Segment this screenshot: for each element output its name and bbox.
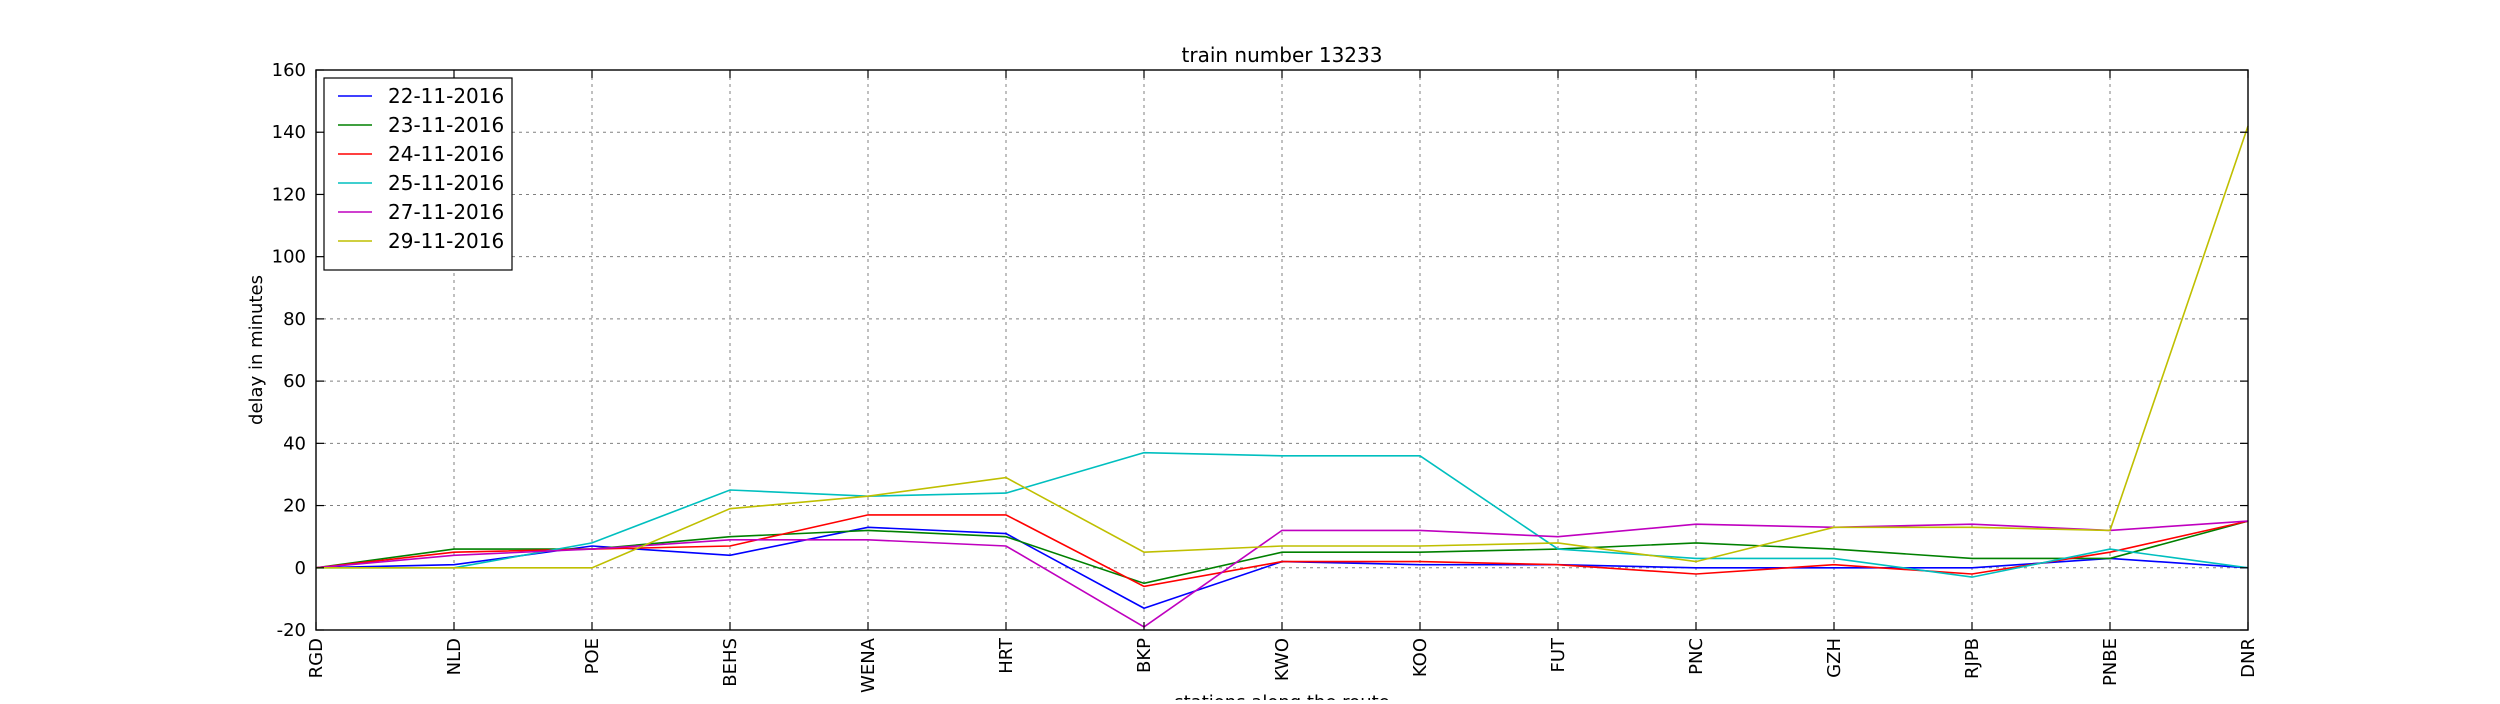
y-tick-label: 60 <box>283 371 306 392</box>
legend: 22-11-2016 23-11-2016 24-11-2016 25-11-2016… <box>323 77 513 271</box>
axis-ticks <box>315 69 2249 631</box>
y-tick-label: 100 <box>272 247 306 268</box>
y-tick-label: 40 <box>283 433 306 454</box>
series-line-23-11-2016 <box>315 520 2249 585</box>
series-line-25-11-2016 <box>316 451 2249 578</box>
x-tick-label: KOO <box>1410 638 1431 677</box>
x-tick-label: FUT <box>1548 637 1569 673</box>
x-tick-label: BKP <box>1134 638 1155 673</box>
y-tick-labels: -20 0 20 40 60 80 100 120 140 160 <box>272 60 306 641</box>
x-tick-label: HRT <box>996 637 1017 674</box>
x-tick-label: POE <box>582 638 603 674</box>
x-tick-label: KWO <box>1272 638 1293 681</box>
y-tick-label: 120 <box>272 184 306 205</box>
legend-entry-label: 23-11-2016 <box>388 113 504 137</box>
y-tick-label: 20 <box>283 496 306 517</box>
legend-entry-label: 25-11-2016 <box>388 171 504 195</box>
chart-title: train number 13233 <box>1182 43 1383 67</box>
x-tick-label: RJPB <box>1962 638 1983 679</box>
x-tick-label: WENA <box>858 637 879 693</box>
series-lines <box>315 125 2249 628</box>
legend-entry-label: 29-11-2016 <box>388 229 504 253</box>
x-tick-label: DNR <box>2238 638 2259 678</box>
series-line-29-11-2016 <box>316 125 2249 569</box>
series-line-27-11-2016 <box>315 520 2249 628</box>
y-tick-label: 140 <box>272 122 306 143</box>
legend-entry-label: 27-11-2016 <box>388 200 504 224</box>
x-axis-label: stations along the route <box>1174 692 1389 700</box>
legend-entry-label: 22-11-2016 <box>388 84 504 108</box>
y-tick-label: 80 <box>283 309 306 330</box>
x-tick-labels: RGD NLD POE BEHS WENA HRT BKP KWO KOO FUT PNC GZH RJ… <box>306 637 2259 693</box>
x-tick-label: GZH <box>1824 638 1845 678</box>
y-axis-label: delay in minutes <box>246 275 267 425</box>
x-tick-label: RGD <box>306 638 327 678</box>
y-tick-label: 160 <box>272 60 306 81</box>
x-tick-label: PNC <box>1686 638 1707 675</box>
legend-box <box>323 77 513 271</box>
x-tick-label: PNBE <box>2100 638 2121 686</box>
x-tick-label: NLD <box>444 638 465 675</box>
y-tick-label: 0 <box>295 558 306 579</box>
y-tick-label: -20 <box>277 620 306 641</box>
legend-entry-label: 24-11-2016 <box>388 142 504 166</box>
x-tick-label: BEHS <box>720 638 741 687</box>
